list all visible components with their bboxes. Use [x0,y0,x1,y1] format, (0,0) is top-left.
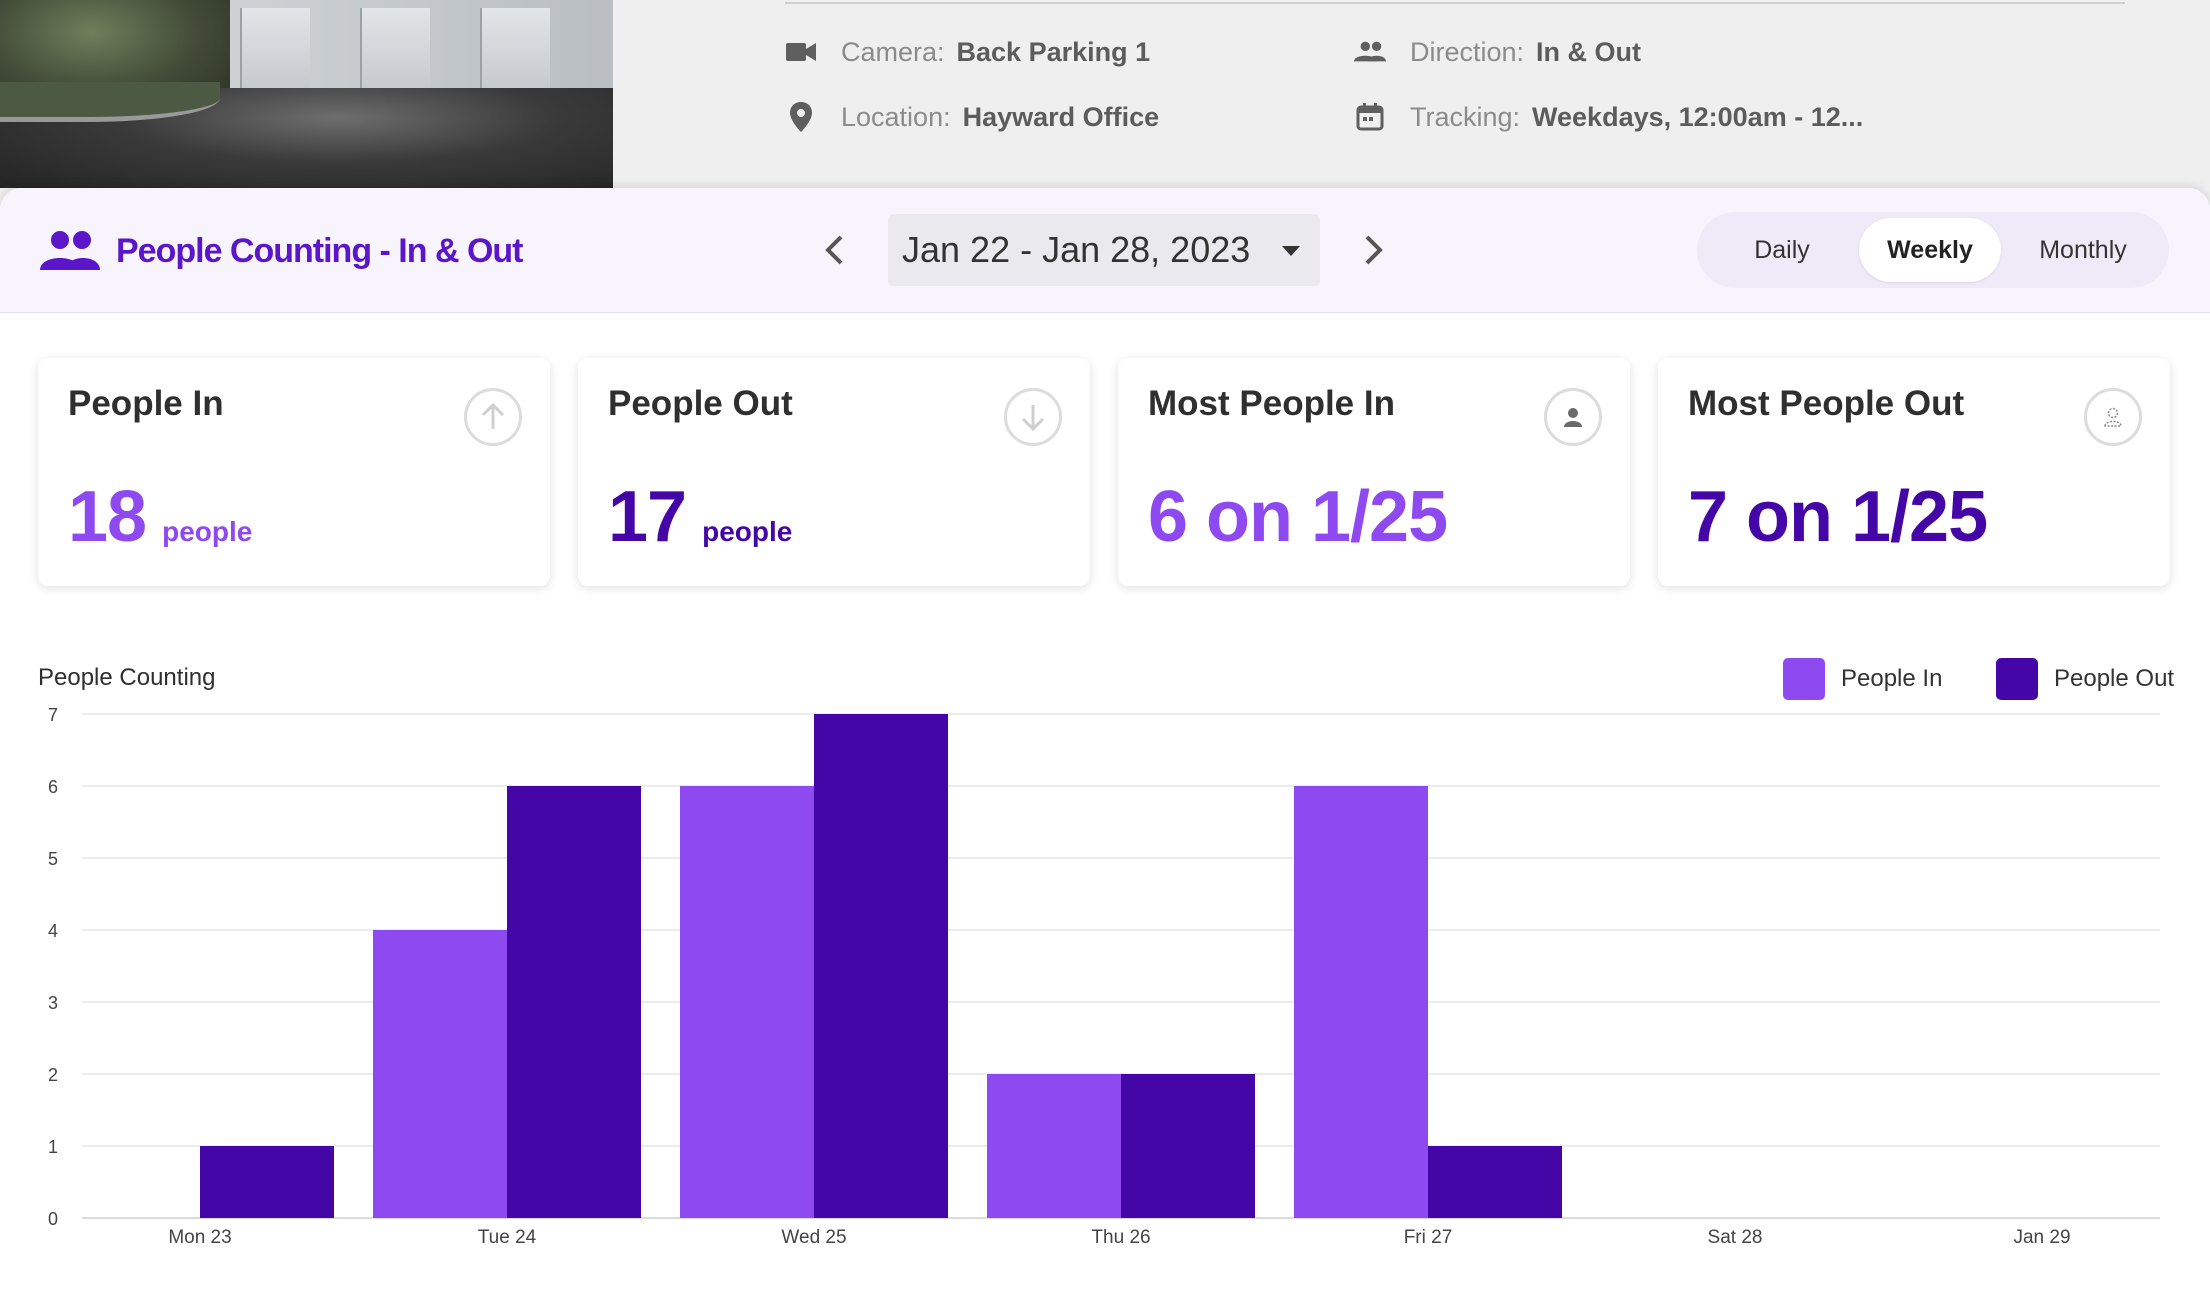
tab-monthly[interactable]: Monthly [2039,235,2127,264]
card-value: 17 people [608,476,792,558]
card-unit: people [162,516,253,547]
chevron-right-icon [1365,235,1383,265]
tracking-info: Tracking: Weekdays, 12:00am - 12... [1354,101,1863,133]
camera-thumbnail[interactable] [0,0,613,188]
y-tick-label: 0 [48,1209,58,1229]
bar-people-out [507,786,641,1218]
direction-label: Direction: [1410,36,1525,67]
y-tick-label: 1 [48,1137,58,1157]
people-counting-panel: People Counting - In & Out Jan 22 - Jan … [0,188,2210,1308]
tracking-value: Weekdays, 12:00am - 12... [1532,101,1864,132]
tab-weekly[interactable]: Weekly [1859,218,2001,282]
x-tick-label: Wed 25 [781,1227,846,1248]
most-people-in-card: Most People In 6 on 1/25 [1118,358,1630,586]
bar-people-in [1294,786,1428,1218]
previous-range-button[interactable] [814,230,854,270]
card-title: Most People Out [1688,384,1965,423]
people-icon [40,230,100,272]
card-value: 7 on 1/25 [1688,476,1988,558]
range-toggle: Daily Weekly Monthly [1697,212,2169,288]
tracking-label: Tracking: [1410,101,1521,132]
x-tick-label: Sat 28 [1708,1227,1763,1248]
bar-people-in [373,930,507,1218]
direction-info: Direction: In & Out [1354,36,1641,68]
divider [785,2,2125,4]
y-tick-label: 7 [48,708,58,725]
people-in-card: People In 18 people [38,358,550,586]
card-unit: people [702,516,793,547]
card-number: 6 on 1/25 [1148,477,1448,557]
location-info: Location: Hayward Office [785,101,1159,133]
y-tick-label: 3 [48,993,58,1013]
most-people-out-card: Most People Out 7 on 1/25 [1658,358,2170,586]
card-value: 18 people [68,476,252,558]
person-outline-icon [2084,388,2142,446]
x-tick-label: Mon 23 [168,1227,231,1248]
camera-info: Camera: Back Parking 1 [785,36,1150,68]
tab-daily[interactable]: Daily [1754,235,1810,264]
date-range-value: Jan 22 - Jan 28, 2023 [902,229,1251,270]
legend-swatch [1996,658,2038,700]
camera-info-strip: Camera: Back Parking 1 Direction: In & O… [0,0,2210,188]
bar-people-out [1121,1074,1255,1218]
legend-label: People In [1841,665,1943,692]
camera-value: Back Parking 1 [956,36,1151,67]
bar-people-out [814,714,948,1218]
chevron-left-icon [825,235,843,265]
arrow-down-circle-icon [1004,388,1062,446]
people-icon [1354,36,1386,68]
card-title: Most People In [1148,384,1395,423]
next-range-button[interactable] [1354,230,1394,270]
x-tick-label: Jan 29 [2013,1227,2070,1248]
x-tick-label: Fri 27 [1404,1227,1453,1248]
arrow-up-circle-icon [464,388,522,446]
x-tick-label: Tue 24 [478,1227,537,1248]
bar-people-out [1428,1146,1562,1218]
date-range-picker[interactable]: Jan 22 - Jan 28, 2023 [888,214,1320,286]
bar-chart: 0 1 2 3 4 5 6 7 Mon 23 Tue 24 Wed 25 Thu 26 Fri 27 Sa… [48,708,2160,1248]
y-tick-label: 2 [48,1065,58,1085]
direction-value: In & Out [1536,36,1642,67]
panel-header: People Counting - In & Out Jan 22 - Jan … [0,188,2210,313]
bar-people-in [680,786,814,1218]
camera-label: Camera: [841,36,945,67]
legend-swatch [1783,658,1825,700]
location-value: Hayward Office [962,101,1160,132]
calendar-icon [1354,101,1386,133]
card-number: 18 [68,477,147,557]
card-number: 7 on 1/25 [1688,477,1988,557]
y-tick-label: 5 [48,849,58,869]
card-value: 6 on 1/25 [1148,476,1448,558]
video-camera-icon [785,36,817,68]
bar-people-out [200,1146,334,1218]
caret-down-icon [1282,246,1300,256]
card-title: People In [68,384,224,423]
legend-label: People Out [2054,665,2175,692]
card-number: 17 [608,477,687,557]
y-tick-label: 4 [48,921,58,941]
legend-people-in[interactable]: People In [1783,658,1942,700]
y-tick-label: 6 [48,777,58,797]
chart-title: People Counting [38,664,216,691]
x-tick-label: Thu 26 [1091,1227,1150,1248]
bar-people-in [987,1074,1121,1218]
card-title: People Out [608,384,793,423]
legend-people-out[interactable]: People Out [1996,658,2174,700]
people-out-card: People Out 17 people [578,358,1090,586]
location-pin-icon [785,101,817,133]
panel-title: People Counting - In & Out [116,232,524,270]
location-label: Location: [841,101,951,132]
person-icon [1544,388,1602,446]
